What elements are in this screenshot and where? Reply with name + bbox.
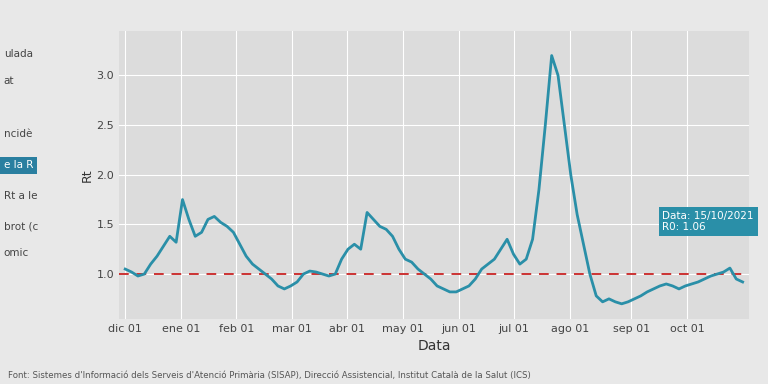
Text: Data: 15/10/2021
R0: 1.06: Data: 15/10/2021 R0: 1.06 <box>662 211 754 232</box>
Text: brot (c: brot (c <box>4 222 38 232</box>
X-axis label: Data: Data <box>417 339 451 353</box>
Text: e la R: e la R <box>4 160 33 170</box>
Text: Rt a le: Rt a le <box>4 191 38 201</box>
Text: at: at <box>4 76 15 86</box>
Text: ulada: ulada <box>4 49 33 59</box>
Y-axis label: Rt: Rt <box>81 168 94 182</box>
Text: Font: Sistemes d'Informació dels Serveis d'Atenció Primària (SISAP), Direcció As: Font: Sistemes d'Informació dels Serveis… <box>8 371 531 380</box>
Text: ncidè: ncidè <box>4 129 32 139</box>
Text: omic: omic <box>4 248 29 258</box>
